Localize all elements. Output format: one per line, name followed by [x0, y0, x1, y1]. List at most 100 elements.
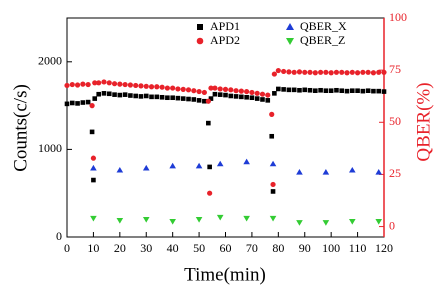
marker	[286, 87, 292, 93]
marker	[142, 216, 150, 223]
marker	[360, 88, 366, 94]
marker	[260, 97, 265, 102]
marker	[101, 79, 107, 85]
x-tick-label: 40	[167, 241, 179, 255]
marker	[69, 81, 75, 88]
marker	[381, 69, 387, 75]
marker	[195, 216, 203, 223]
marker	[142, 164, 150, 171]
marker	[270, 189, 276, 194]
marker	[259, 91, 266, 97]
marker	[375, 169, 383, 175]
marker	[207, 164, 212, 170]
marker	[138, 83, 144, 89]
marker	[322, 169, 330, 175]
legend-label: QBER_Z	[300, 33, 345, 47]
marker	[69, 100, 75, 106]
marker	[323, 88, 329, 94]
x-tick-label: 50	[193, 241, 205, 255]
marker	[269, 215, 277, 222]
marker	[133, 93, 138, 99]
marker	[122, 92, 128, 97]
marker	[349, 69, 355, 75]
marker	[302, 69, 308, 75]
marker	[64, 82, 70, 89]
marker	[208, 85, 214, 91]
marker	[75, 101, 80, 106]
marker	[74, 82, 81, 88]
y-tick-label: 2000	[38, 54, 62, 68]
marker	[313, 88, 318, 94]
marker	[244, 94, 249, 100]
x-tick-label: 120	[375, 241, 393, 255]
marker	[286, 38, 294, 45]
marker	[269, 111, 275, 117]
marker	[90, 164, 97, 171]
marker	[254, 96, 260, 101]
y2-tick-label: 50	[389, 114, 401, 128]
x-tick-label: 80	[272, 241, 284, 255]
marker	[143, 83, 149, 89]
marker	[216, 214, 224, 221]
marker	[222, 86, 229, 92]
marker	[233, 88, 239, 94]
marker	[92, 96, 98, 101]
marker	[164, 85, 170, 91]
marker	[85, 99, 91, 105]
marker	[197, 24, 203, 30]
marker	[312, 70, 318, 76]
marker	[148, 84, 155, 90]
marker	[296, 69, 303, 75]
marker	[89, 129, 95, 135]
marker	[101, 91, 107, 96]
x-axis-label: Time(min)	[184, 264, 266, 285]
marker	[381, 89, 387, 94]
marker	[360, 69, 366, 75]
x-tick-label: 110	[349, 241, 367, 255]
y2-tick-label: 25	[389, 166, 401, 180]
marker	[169, 162, 176, 169]
marker	[371, 88, 376, 94]
marker	[175, 86, 181, 92]
marker	[212, 85, 218, 91]
marker	[265, 92, 271, 98]
x-tick-label: 30	[140, 241, 152, 255]
marker	[128, 93, 133, 98]
marker	[349, 166, 356, 173]
marker	[195, 162, 203, 169]
marker	[64, 101, 70, 107]
marker	[169, 219, 176, 225]
x-tick-label: 20	[114, 241, 126, 255]
marker	[276, 86, 281, 92]
marker	[286, 23, 294, 30]
marker	[296, 169, 303, 175]
marker	[89, 103, 95, 109]
x-tick-label: 70	[246, 241, 258, 255]
marker	[207, 190, 213, 196]
marker	[96, 91, 101, 97]
legend-label: APD2	[210, 33, 240, 47]
y-tick-label: 0	[56, 229, 62, 243]
marker	[350, 88, 355, 94]
marker	[111, 81, 118, 87]
marker	[96, 80, 102, 86]
legend-label: APD1	[210, 19, 240, 33]
marker	[328, 70, 334, 76]
marker	[112, 92, 117, 97]
marker	[91, 177, 96, 183]
marker	[170, 85, 176, 91]
marker	[165, 95, 170, 101]
marker	[159, 94, 165, 100]
marker	[269, 160, 277, 167]
marker	[243, 215, 250, 222]
marker	[376, 88, 382, 94]
marker	[117, 92, 123, 98]
marker	[90, 155, 97, 161]
marker	[365, 69, 371, 75]
marker	[143, 93, 149, 99]
marker	[244, 88, 250, 95]
marker	[217, 92, 223, 97]
marker	[196, 88, 202, 95]
marker	[196, 37, 204, 45]
